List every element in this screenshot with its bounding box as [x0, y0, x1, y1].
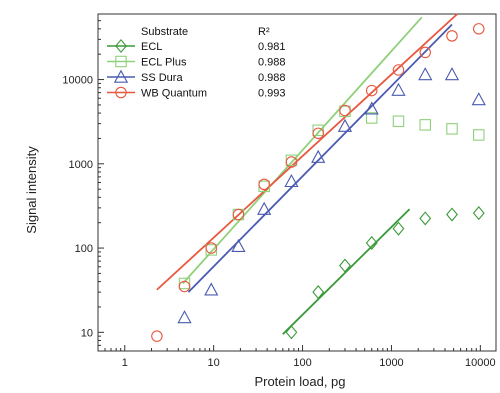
point-wb-quantum — [392, 64, 405, 76]
point-wb-quantum — [205, 242, 218, 254]
x-tick-label: 100 — [293, 357, 311, 369]
legend-label: ECL Plus — [141, 57, 187, 69]
point-ss-dura — [177, 310, 192, 324]
axis-ticks: 1 10 100 1000 10000 10 100 1000 10000 — [62, 20, 496, 369]
point-ecl-plus — [178, 277, 191, 290]
legend-marker — [115, 55, 127, 68]
point-ss-dura — [471, 92, 486, 106]
legend-item-wb-quantum: WB Quantum 0.993 — [107, 86, 286, 100]
legend-r2-value: 0.988 — [258, 72, 286, 84]
y-tick-label: 100 — [75, 243, 93, 255]
point-ss-dura — [204, 282, 219, 296]
point-wb-quantum — [312, 127, 324, 140]
legend-marker — [115, 86, 127, 99]
fit-line-ecl — [282, 208, 411, 335]
point-ss-dura — [311, 149, 326, 163]
point-ecl-plus — [312, 124, 324, 137]
series-ss-dura — [177, 67, 486, 324]
point-ss-dura — [284, 173, 299, 188]
legend-marker — [115, 38, 127, 54]
x-tick-label: 10 — [208, 357, 220, 369]
point-wb-quantum — [473, 23, 485, 35]
legend-r2-value: 0.993 — [258, 88, 286, 100]
point-ecl — [365, 235, 378, 251]
point-ss-dura — [364, 101, 379, 115]
legend-item-ecl-plus: ECL Plus 0.988 — [107, 55, 286, 69]
y-tick-label: 1000 — [69, 159, 93, 171]
series-ecl-plus — [178, 105, 485, 290]
legend-rows: ECL 0.981 ECL Plus 0.988 SS Dura 0.988 WB Quan… — [107, 38, 286, 100]
legend-r2-value: 0.981 — [258, 41, 286, 53]
point-ecl — [446, 207, 458, 222]
legend-marker — [113, 69, 129, 83]
legend-label: ECL — [141, 41, 162, 53]
point-ecl-plus — [365, 112, 378, 124]
point-ecl — [339, 258, 351, 273]
series-ecl — [285, 206, 485, 340]
point-ecl — [285, 325, 298, 340]
point-ss-dura — [391, 82, 406, 96]
x-tick-label: 1000 — [379, 357, 403, 369]
point-wb-quantum — [178, 280, 191, 293]
point-ss-dura — [257, 201, 272, 215]
fit-line-ss-dura — [187, 23, 453, 293]
fit-line-wb-quantum — [156, 13, 458, 291]
data-markers — [151, 23, 486, 342]
point-ecl — [392, 221, 405, 236]
point-wb-quantum — [232, 208, 245, 221]
point-wb-quantum — [446, 30, 458, 42]
legend-label: WB Quantum — [141, 88, 207, 100]
x-tick-label: 10000 — [465, 357, 496, 369]
y-tick-label: 10000 — [62, 75, 93, 87]
point-wb-quantum — [365, 84, 378, 97]
legend-label: SS Dura — [141, 72, 183, 84]
legend-header-substrate: Substrate — [141, 26, 188, 38]
point-ecl-plus — [446, 123, 458, 135]
fit-lines — [156, 13, 458, 335]
point-wb-quantum — [258, 178, 270, 191]
point-wb-quantum — [339, 104, 351, 117]
legend-r2-value: 0.988 — [258, 57, 286, 69]
x-tick-label: 1 — [122, 357, 128, 369]
point-ecl — [312, 285, 325, 300]
legend-item-ecl: ECL 0.981 — [107, 38, 286, 54]
legend-header-r2: R² — [258, 26, 270, 38]
point-ecl — [472, 206, 485, 221]
y-axis-label: Signal intensity — [24, 146, 39, 234]
point-ss-dura — [231, 238, 246, 253]
legend-item-ss-dura: SS Dura 0.988 — [107, 69, 286, 84]
y-tick-label: 10 — [81, 327, 93, 339]
point-ecl-plus — [392, 115, 405, 128]
point-ss-dura — [418, 67, 433, 81]
point-wb-quantum — [419, 46, 431, 59]
fit-line-ecl-plus — [182, 16, 423, 285]
x-axis-label: Protein load, pg — [254, 374, 345, 389]
point-ecl-plus — [473, 129, 485, 141]
point-wb-quantum — [151, 330, 163, 342]
point-ss-dura — [444, 67, 460, 81]
point-ecl — [419, 211, 432, 226]
point-ecl-plus — [419, 119, 431, 131]
series-wb-quantum — [151, 23, 485, 342]
point-ss-dura — [337, 118, 353, 132]
point-wb-quantum — [285, 156, 298, 168]
